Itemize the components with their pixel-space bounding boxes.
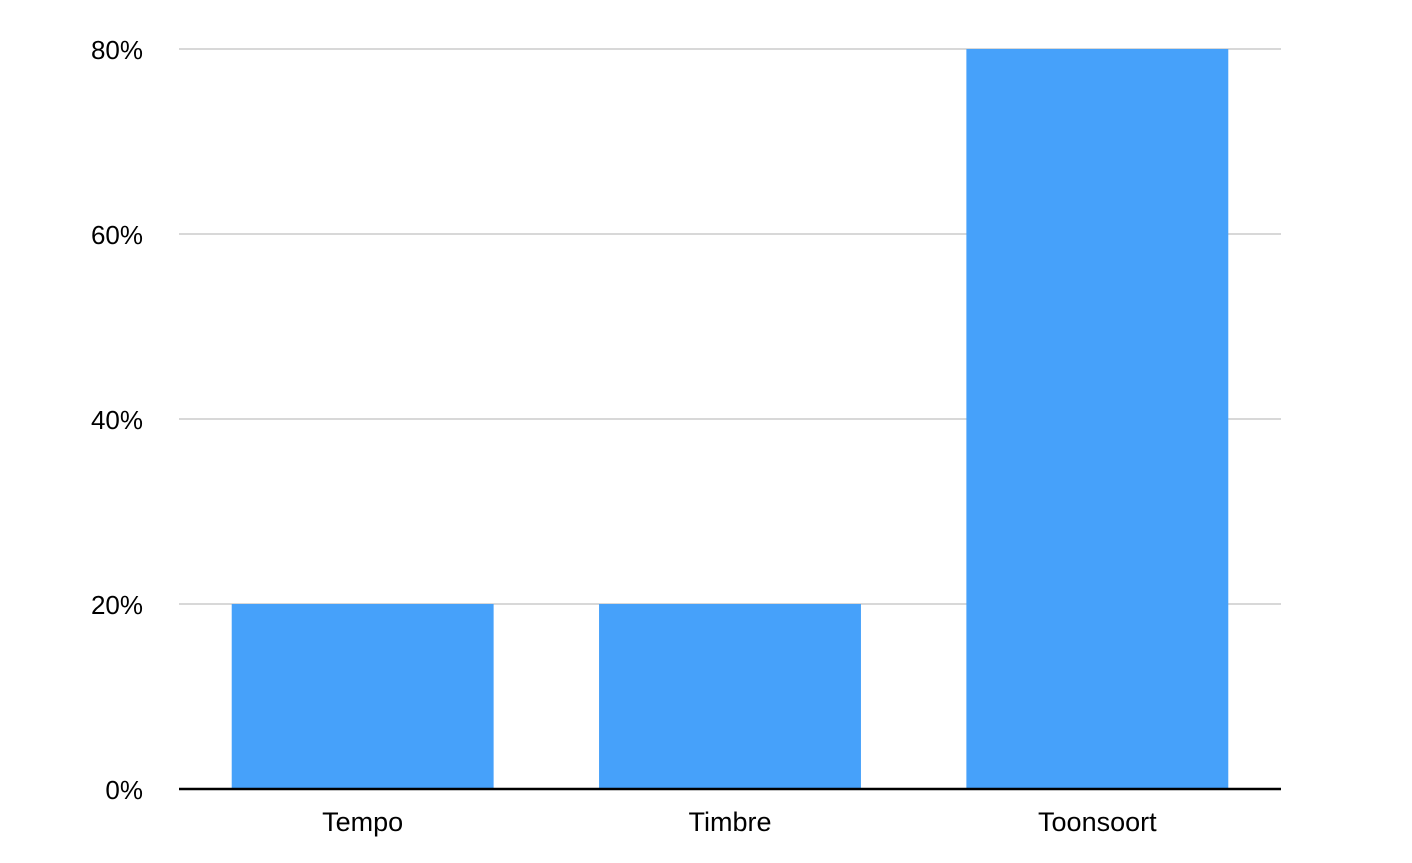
bar-timbre (599, 604, 861, 789)
y-tick-label-80: 80% (91, 35, 143, 65)
y-tick-label-60: 60% (91, 220, 143, 250)
bar-toonsoort (966, 49, 1229, 789)
x-axis-category-labels: Tempo Timbre Toonsoort (322, 807, 1157, 837)
bar-tempo (231, 604, 494, 789)
y-tick-label-40: 40% (91, 405, 143, 435)
bars (231, 49, 1229, 789)
y-axis-tick-labels: 0% 20% 40% 60% 80% (91, 35, 143, 805)
x-category-label-toonsoort: Toonsoort (1038, 807, 1157, 837)
y-tick-label-0: 0% (105, 775, 143, 805)
x-category-label-timbre: Timbre (688, 807, 771, 837)
x-category-label-tempo: Tempo (322, 807, 403, 837)
y-tick-label-20: 20% (91, 590, 143, 620)
